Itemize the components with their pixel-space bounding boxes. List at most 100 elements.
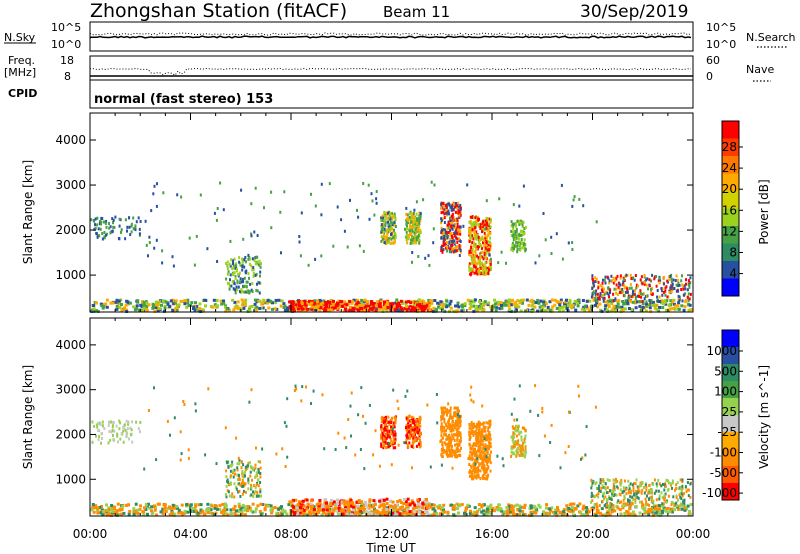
echo-cell xyxy=(650,288,653,291)
echo-cell xyxy=(383,300,386,304)
echo-cell xyxy=(458,409,460,413)
echo-cell xyxy=(302,300,305,304)
echo-cell xyxy=(389,229,392,233)
echo-cell xyxy=(457,201,459,205)
echo-cell xyxy=(348,307,352,311)
echo-cell xyxy=(253,510,257,514)
echo-cell xyxy=(303,303,307,307)
echo-cell xyxy=(407,512,411,516)
echo-cell xyxy=(198,511,202,515)
echo-cell xyxy=(434,309,438,313)
echo-cell xyxy=(190,301,194,305)
echo-cell xyxy=(414,216,417,220)
echo-cell xyxy=(312,513,316,517)
echo-cell xyxy=(417,233,420,237)
echo-cell xyxy=(629,482,632,486)
echo-cell xyxy=(646,494,648,498)
echo-cell xyxy=(565,504,569,508)
echo-cell xyxy=(449,240,452,244)
echo-cell xyxy=(302,306,306,310)
echo-cell xyxy=(113,505,117,509)
echo-cell xyxy=(382,446,385,450)
echo-cell xyxy=(470,244,473,248)
echo-cell xyxy=(196,511,200,515)
echo-cell xyxy=(513,309,517,313)
echo-cell xyxy=(432,503,436,507)
echo-cell xyxy=(663,300,667,304)
echo-cell xyxy=(288,500,292,504)
echo-cell xyxy=(440,452,443,456)
echo-cell xyxy=(449,409,452,413)
echo-cell xyxy=(660,484,663,488)
echo-cell xyxy=(470,224,473,228)
echo-cell xyxy=(443,235,446,238)
plot-title: Zhongshan Station (fitACF) xyxy=(90,0,347,22)
echo-cell xyxy=(677,487,680,491)
echo-cell xyxy=(99,511,103,515)
echo-cell xyxy=(507,309,511,313)
echo-cell xyxy=(386,427,389,430)
echo-cell xyxy=(141,309,145,313)
echo-cell xyxy=(390,421,393,424)
echo-cell xyxy=(387,237,390,241)
echo-cell xyxy=(469,236,472,240)
echo-cell xyxy=(654,507,658,510)
echo-cell xyxy=(671,300,674,304)
echo-cell xyxy=(481,230,483,234)
echo-cell xyxy=(349,499,353,503)
echo-cell xyxy=(689,292,692,296)
echo-cell xyxy=(389,212,392,216)
echo-cell xyxy=(456,240,459,244)
echo-cell xyxy=(252,495,255,498)
echo-cell xyxy=(622,502,626,506)
echo-cell xyxy=(254,262,257,266)
echo-cell xyxy=(516,233,519,237)
echo-cell xyxy=(340,304,344,308)
echo-cell xyxy=(141,300,144,304)
echo-cell xyxy=(452,240,455,244)
echo-cell xyxy=(241,257,244,261)
echo-cell xyxy=(632,289,635,293)
echo-cell xyxy=(484,245,487,248)
echo-cell xyxy=(407,221,410,225)
echo-cell xyxy=(455,249,458,253)
echo-cell xyxy=(456,433,459,437)
echo-cell xyxy=(469,220,472,223)
echo-cell xyxy=(573,300,577,303)
echo-cell xyxy=(460,309,464,313)
echo-cell xyxy=(411,238,414,242)
echo-cell xyxy=(485,226,488,230)
echo-cell xyxy=(295,300,298,304)
echo-cell xyxy=(468,262,471,266)
echo-cell xyxy=(381,431,384,435)
echo-cell xyxy=(603,491,606,495)
echo-cell xyxy=(682,308,686,312)
echo-cell xyxy=(407,216,410,220)
echo-cell xyxy=(235,485,238,489)
echo-cell xyxy=(441,425,444,429)
echo-cell xyxy=(662,506,666,510)
echo-cell xyxy=(235,509,238,513)
echo-cell xyxy=(671,479,674,483)
echo-cell xyxy=(446,413,448,417)
echo-cell xyxy=(332,508,336,512)
echo-cell xyxy=(477,235,480,239)
freq-right-tick-bottom: 0 xyxy=(706,70,713,83)
echo-cell xyxy=(348,300,352,303)
power-echo-marks xyxy=(90,180,693,313)
echo-cell xyxy=(438,504,442,507)
echo-cell xyxy=(142,300,146,304)
echo-cell xyxy=(632,498,635,501)
echo-cell xyxy=(481,509,485,513)
echo-cell xyxy=(473,220,476,224)
echo-cell xyxy=(664,299,667,303)
echo-cell xyxy=(118,419,121,423)
echo-cell xyxy=(485,236,488,240)
echo-cell xyxy=(236,305,240,309)
echo-cell xyxy=(405,503,409,507)
echo-cell xyxy=(444,433,447,437)
echo-cell xyxy=(421,513,424,517)
echo-cell xyxy=(232,259,234,263)
echo-cell xyxy=(494,308,498,312)
echo-cell xyxy=(314,204,317,208)
